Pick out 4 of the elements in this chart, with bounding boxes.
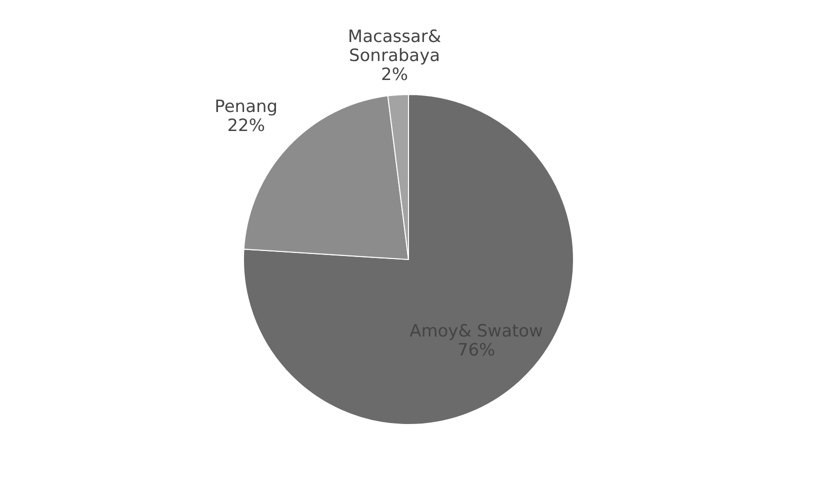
- slice-label: Macassar& Sonrabaya: [348, 27, 442, 66]
- slice-label: Penang: [214, 97, 278, 118]
- data-label: 22%: [227, 116, 266, 136]
- data-label: 2%: [381, 65, 408, 86]
